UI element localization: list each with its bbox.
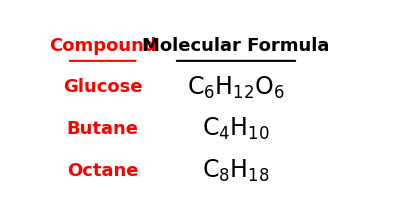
Text: $\mathrm{C_8H_{18}}$: $\mathrm{C_8H_{18}}$ <box>202 157 270 184</box>
Text: Molecular Formula: Molecular Formula <box>142 37 330 55</box>
Text: $\mathrm{C_6H_{12}O_6}$: $\mathrm{C_6H_{12}O_6}$ <box>187 74 285 101</box>
Text: Compound: Compound <box>49 37 156 55</box>
Text: Glucose: Glucose <box>63 78 142 97</box>
Text: Butane: Butane <box>67 120 139 138</box>
Text: Octane: Octane <box>67 162 138 180</box>
Text: $\mathrm{C_4H_{10}}$: $\mathrm{C_4H_{10}}$ <box>202 116 270 142</box>
